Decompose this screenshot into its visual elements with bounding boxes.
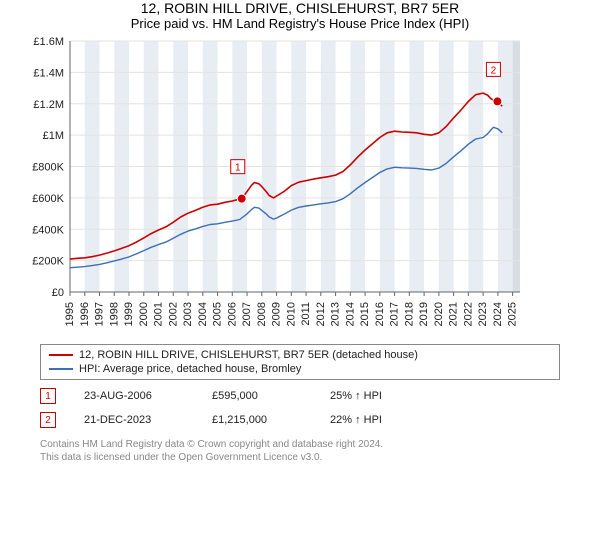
svg-text:2001: 2001 xyxy=(153,302,165,326)
legend-box: 12, ROBIN HILL DRIVE, CHISLEHURST, BR7 5… xyxy=(40,344,560,380)
svg-text:2003: 2003 xyxy=(182,302,194,326)
svg-text:2019: 2019 xyxy=(418,302,430,326)
legend-swatch xyxy=(49,368,73,370)
svg-text:2017: 2017 xyxy=(389,302,401,326)
svg-text:1996: 1996 xyxy=(79,302,91,326)
sale-points-table: 1 23-AUG-2006 £595,000 25% ↑ HPI 2 21-DEC-202… xyxy=(40,384,560,432)
sale-pct-vs-hpi: 22% ↑ HPI xyxy=(330,414,382,426)
svg-text:£1.4M: £1.4M xyxy=(33,67,64,79)
svg-text:1997: 1997 xyxy=(94,302,106,326)
svg-text:2: 2 xyxy=(491,65,497,76)
svg-text:£1M: £1M xyxy=(43,130,64,142)
svg-text:2007: 2007 xyxy=(241,302,253,326)
chart-subtitle: Price paid vs. HM Land Registry's House … xyxy=(0,16,600,31)
svg-text:1995: 1995 xyxy=(64,302,76,326)
svg-text:£0: £0 xyxy=(52,287,64,299)
legend-label: HPI: Average price, detached house, Brom… xyxy=(79,363,301,375)
legend-item: 12, ROBIN HILL DRIVE, CHISLEHURST, BR7 5… xyxy=(49,348,551,362)
sale-point-row: 2 21-DEC-2023 £1,215,000 22% ↑ HPI xyxy=(40,408,560,432)
legend-item: HPI: Average price, detached house, Brom… xyxy=(49,362,551,376)
svg-text:2020: 2020 xyxy=(433,302,445,326)
svg-text:2010: 2010 xyxy=(285,302,297,326)
sale-point-badge: 2 xyxy=(40,412,56,428)
svg-text:£200K: £200K xyxy=(32,256,64,268)
svg-text:2006: 2006 xyxy=(226,302,238,326)
svg-text:2023: 2023 xyxy=(477,302,489,326)
license-text: Contains HM Land Registry data © Crown c… xyxy=(40,438,560,464)
svg-text:£1.2M: £1.2M xyxy=(33,99,64,111)
svg-text:£1.6M: £1.6M xyxy=(33,36,64,48)
license-line-2: This data is licensed under the Open Gov… xyxy=(40,451,560,464)
svg-text:2000: 2000 xyxy=(138,302,150,326)
sale-price: £595,000 xyxy=(212,390,302,402)
svg-text:2015: 2015 xyxy=(359,302,371,326)
svg-text:1999: 1999 xyxy=(123,302,135,326)
svg-text:2009: 2009 xyxy=(271,302,283,326)
sale-point-badge: 1 xyxy=(40,388,56,404)
chart-title: 12, ROBIN HILL DRIVE, CHISLEHURST, BR7 5… xyxy=(0,0,600,16)
svg-text:2008: 2008 xyxy=(256,302,268,326)
svg-text:£800K: £800K xyxy=(32,162,64,174)
sale-date: 21-DEC-2023 xyxy=(84,414,184,426)
svg-text:2022: 2022 xyxy=(462,302,474,326)
svg-text:2002: 2002 xyxy=(167,302,179,326)
license-line-1: Contains HM Land Registry data © Crown c… xyxy=(40,438,560,451)
svg-text:2021: 2021 xyxy=(448,302,460,326)
svg-text:2018: 2018 xyxy=(403,302,415,326)
svg-text:2005: 2005 xyxy=(212,302,224,326)
svg-text:2025: 2025 xyxy=(507,302,519,326)
svg-text:2004: 2004 xyxy=(197,302,209,326)
svg-text:2011: 2011 xyxy=(300,302,312,326)
legend-label: 12, ROBIN HILL DRIVE, CHISLEHURST, BR7 5… xyxy=(79,349,418,361)
sale-date: 23-AUG-2006 xyxy=(84,390,184,402)
svg-text:2014: 2014 xyxy=(344,302,356,326)
svg-text:2012: 2012 xyxy=(315,302,327,326)
svg-text:1: 1 xyxy=(235,163,241,174)
sale-price: £1,215,000 xyxy=(212,414,302,426)
svg-text:2016: 2016 xyxy=(374,302,386,326)
svg-text:1998: 1998 xyxy=(108,302,120,326)
legend-swatch xyxy=(49,354,73,356)
sale-point-row: 1 23-AUG-2006 £595,000 25% ↑ HPI xyxy=(40,384,560,408)
svg-text:2013: 2013 xyxy=(330,302,342,326)
svg-text:£600K: £600K xyxy=(32,193,64,205)
svg-text:2024: 2024 xyxy=(492,302,504,326)
svg-text:£400K: £400K xyxy=(32,224,64,236)
price-chart: £0 £200K £400K £600K £800K £1M £1.2M £1.4M £1.6M… xyxy=(0,35,560,340)
sale-pct-vs-hpi: 25% ↑ HPI xyxy=(330,390,382,402)
